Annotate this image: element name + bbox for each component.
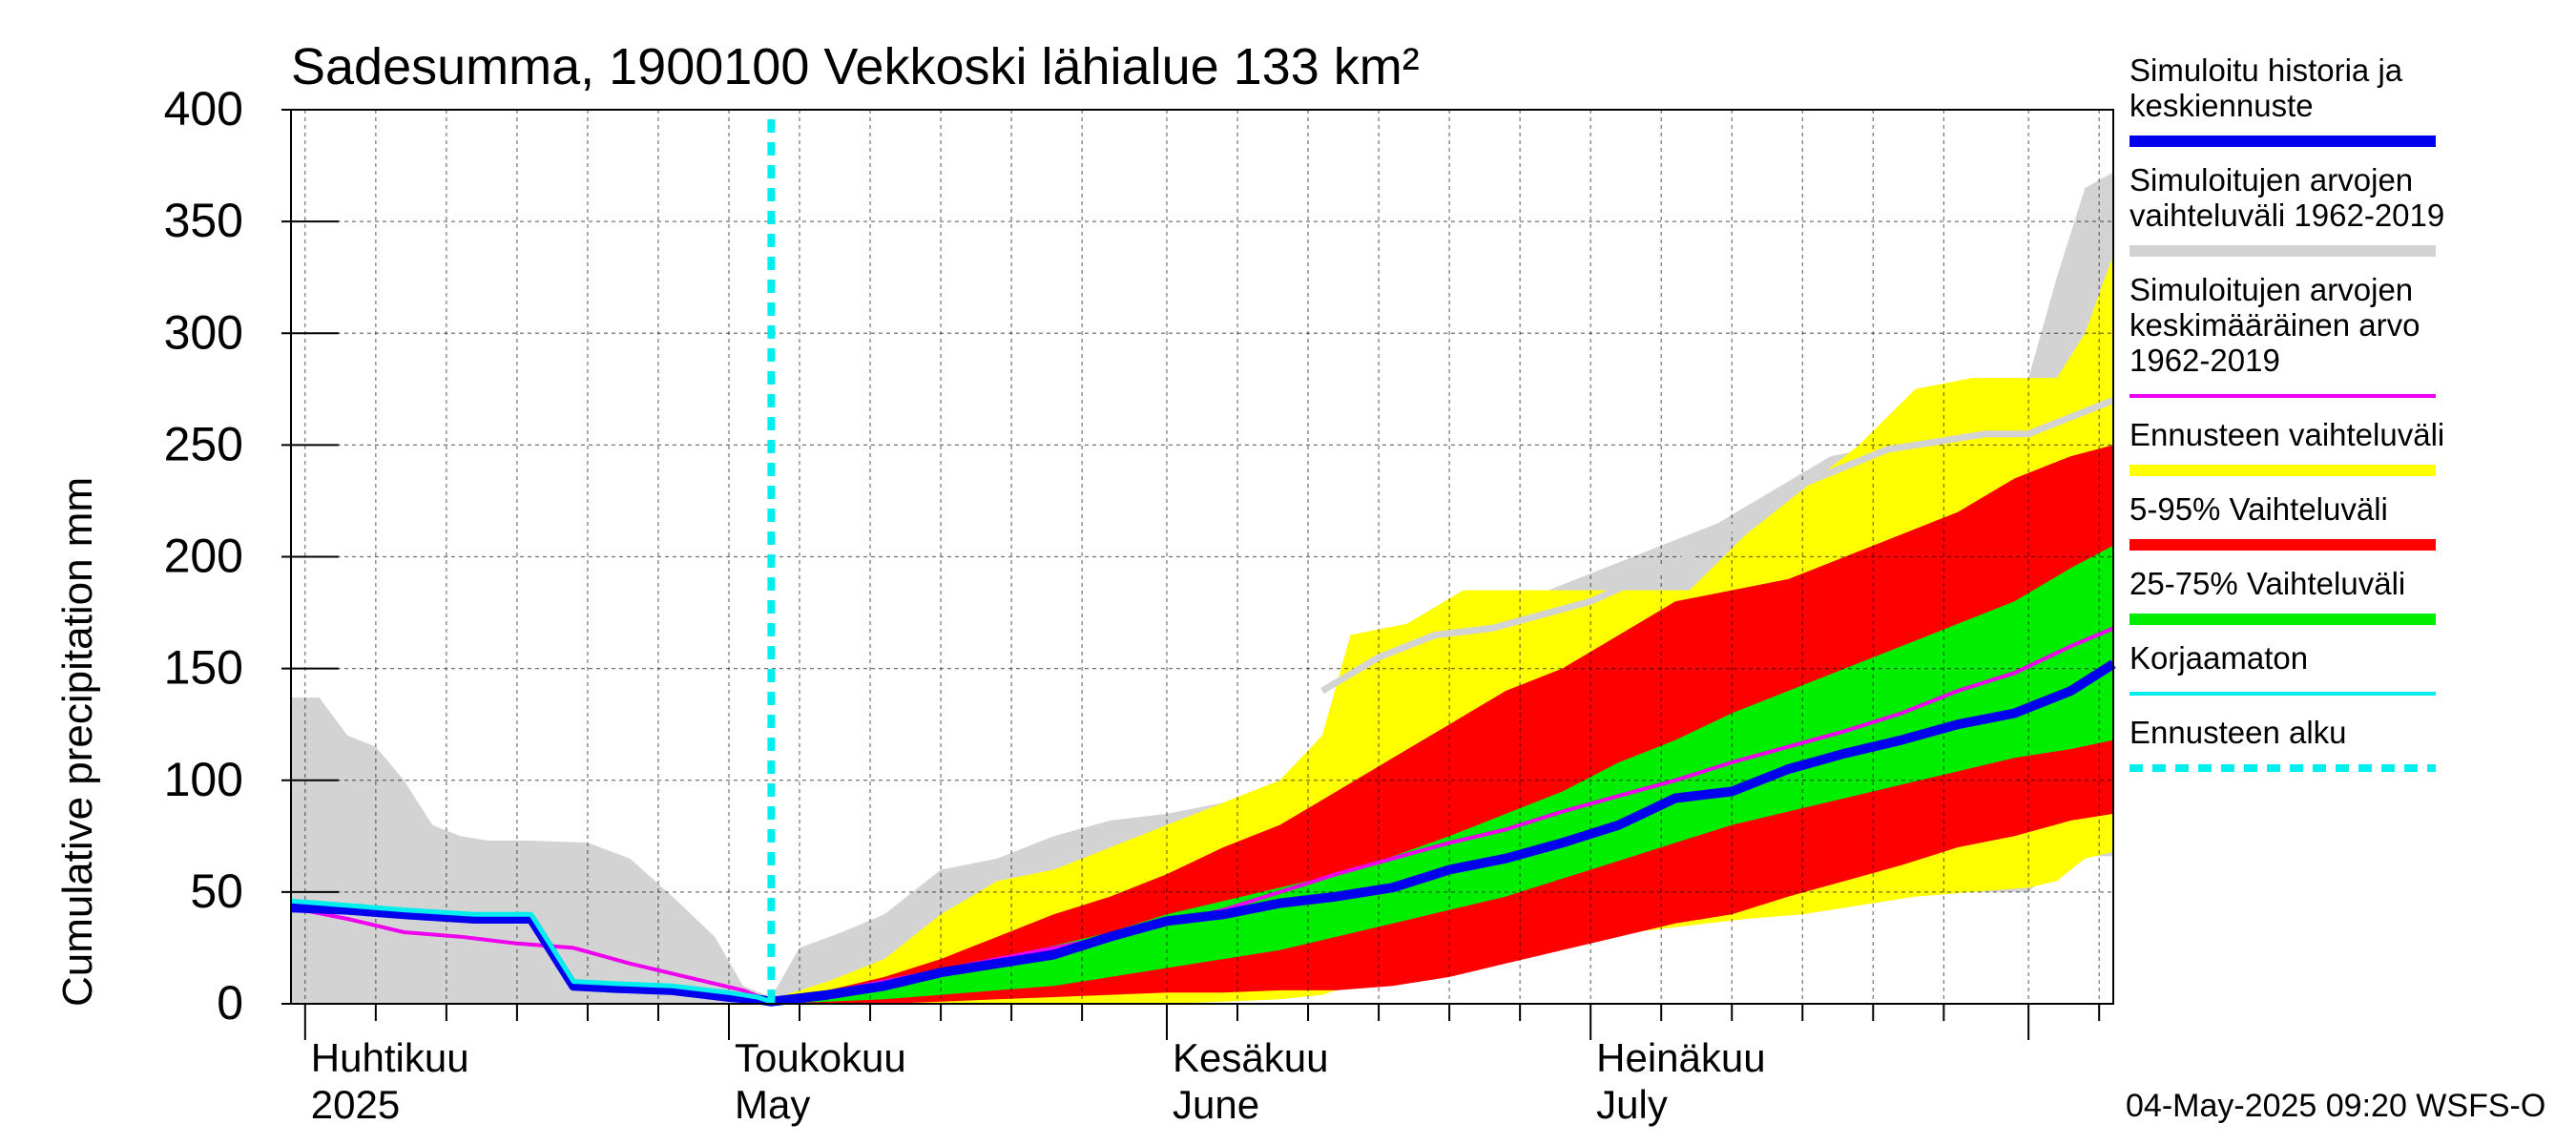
x-month-sublabel: June bbox=[1173, 1082, 1259, 1127]
y-tick-label: 0 bbox=[217, 976, 243, 1030]
line-layer bbox=[290, 119, 2116, 1007]
y-tick-label: 300 bbox=[164, 305, 243, 359]
x-month-label: Heinäkuu bbox=[1596, 1035, 1765, 1080]
x-month-label: Huhtikuu bbox=[311, 1035, 469, 1080]
legend-label: keskiennuste bbox=[2129, 88, 2314, 123]
band-3 bbox=[771, 545, 2113, 1004]
x-month-sublabel: 2025 bbox=[311, 1082, 400, 1127]
series-line-1 bbox=[290, 659, 2116, 1007]
x-month-sublabel: May bbox=[735, 1082, 810, 1127]
legend-label: 5-95% Vaihteluväli bbox=[2129, 491, 2388, 527]
chart-title: Sadesumma, 1900100 Vekkoski lähialue 133… bbox=[291, 38, 1420, 95]
legend-label: vaihteluväli 1962-2019 bbox=[2129, 198, 2444, 233]
y-tick-label: 350 bbox=[164, 194, 243, 247]
legend-label: 25-75% Vaihteluväli bbox=[2129, 566, 2405, 601]
legend-label: 1962-2019 bbox=[2129, 343, 2280, 378]
legend-label: Ennusteen alku bbox=[2129, 715, 2347, 750]
timestamp-footer: 04-May-2025 09:20 WSFS-O bbox=[2126, 1088, 2545, 1124]
y-axis-label: Cumulative precipitation mm bbox=[54, 477, 101, 1007]
band-2 bbox=[771, 445, 2113, 1004]
y-tick-label: 100 bbox=[164, 753, 243, 806]
legend-label: Ennusteen vaihteluväli bbox=[2129, 417, 2444, 452]
x-month-label: Toukokuu bbox=[735, 1035, 906, 1080]
legend-label: Simuloitujen arvojen bbox=[2129, 162, 2413, 198]
y-tick-label: 50 bbox=[190, 864, 243, 918]
y-tick-label: 400 bbox=[164, 82, 243, 135]
series-line-3 bbox=[1320, 397, 2115, 695]
x-month-label: Kesäkuu bbox=[1173, 1035, 1328, 1080]
y-tick-label: 250 bbox=[164, 417, 243, 470]
y-tick-label: 200 bbox=[164, 530, 243, 583]
legend-label: Simuloitu historia ja bbox=[2129, 52, 2403, 88]
legend-label: Korjaamaton bbox=[2129, 640, 2308, 676]
y-tick-label: 150 bbox=[164, 641, 243, 695]
legend-label: Simuloitujen arvojen bbox=[2129, 272, 2413, 307]
band-layer bbox=[291, 172, 2113, 1005]
series-line-2 bbox=[290, 898, 773, 1005]
legend-label: keskimääräinen arvo bbox=[2129, 307, 2420, 343]
x-month-sublabel: July bbox=[1596, 1082, 1668, 1127]
